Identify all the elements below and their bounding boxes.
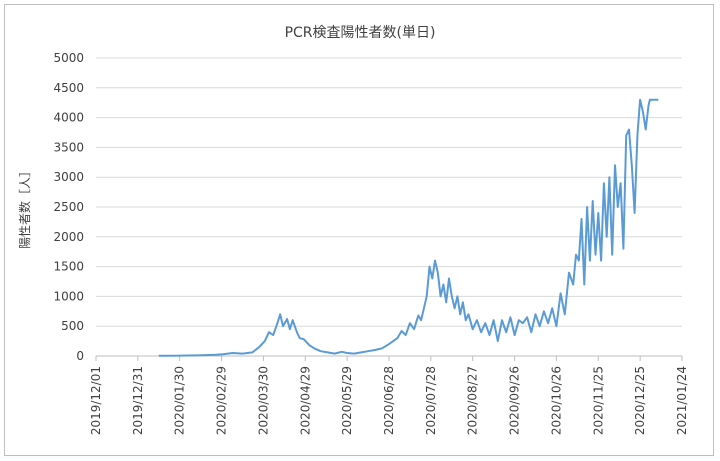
y-tick-label: 0 (76, 349, 84, 363)
x-tick-label: 2020/06/28 (382, 366, 396, 435)
chart-title: PCR検査陽性者数(単日) (285, 25, 436, 41)
x-tick-label: 2020/11/25 (591, 366, 605, 435)
series-line (158, 98, 659, 357)
line-chart: PCR検査陽性者数(単日) 0 500 1000 1500 2000 2500 3000 35… (17, 25, 689, 435)
y-tick-label: 4000 (53, 111, 84, 125)
y-axis-ticks: 0 500 1000 1500 2000 2500 3000 3500 4000 4500 5000 (53, 51, 84, 363)
x-tick-label: 2020/03/30 (256, 366, 270, 435)
y-tick-label: 5000 (53, 51, 84, 65)
x-tick-label: 2020/10/26 (549, 366, 563, 435)
x-tick-label: 2020/04/29 (298, 366, 312, 435)
x-tick-label: 2020/12/25 (633, 366, 647, 435)
x-tick-label: 2020/01/30 (173, 366, 187, 435)
x-axis: 2019/12/01 2019/12/31 2020/01/30 2020/02/29… (89, 356, 689, 435)
series-group (158, 98, 659, 357)
y-tick-label: 2000 (53, 230, 84, 244)
x-tick-label: 2019/12/31 (131, 366, 145, 435)
x-tick-label: 2020/09/26 (508, 366, 522, 435)
x-tick-label: 2019/12/01 (89, 366, 103, 435)
y-tick-label: 2500 (53, 200, 84, 214)
y-tick-label: 3500 (53, 140, 84, 154)
x-tick-label: 2020/07/28 (424, 366, 438, 435)
y-tick-label: 1500 (53, 260, 84, 274)
gridlines (96, 57, 682, 357)
x-tick-label: 2021/01/24 (675, 366, 689, 435)
y-tick-label: 1000 (53, 289, 84, 303)
y-axis-label: 陽性者数［人］ (17, 165, 32, 249)
y-tick-label: 500 (61, 319, 84, 333)
x-tick-label: 2020/08/27 (466, 366, 480, 435)
chart-frame: PCR検査陽性者数(単日) 0 500 1000 1500 2000 2500 3000 35… (4, 4, 714, 456)
x-tick-label: 2020/05/29 (340, 366, 354, 435)
y-tick-label: 3000 (53, 170, 84, 184)
x-tick-label: 2020/02/29 (215, 366, 229, 435)
y-tick-label: 4500 (53, 81, 84, 95)
